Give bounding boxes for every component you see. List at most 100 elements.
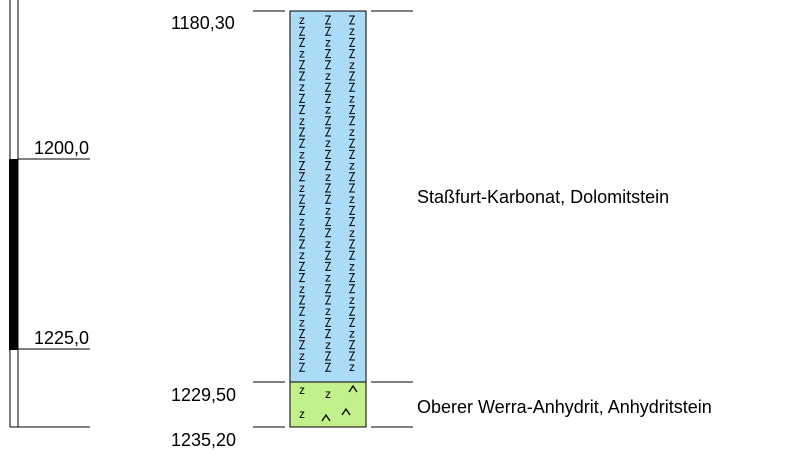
dolomite-slash-symbol: [299, 37, 305, 47]
dolomite-slash-symbol: [325, 82, 331, 92]
dolomite-slash-symbol: [349, 239, 355, 249]
dolomite-z-symbol: z: [349, 24, 355, 38]
dolomite-z-symbol: z: [349, 91, 355, 105]
dolomite-slash-symbol: [349, 250, 355, 260]
scale-label-1225: 1225,0: [34, 328, 89, 348]
dolomite-slash-symbol: [325, 362, 331, 372]
dolomite-slash-symbol: [349, 49, 355, 59]
dolomite-slash-symbol: [299, 105, 305, 115]
dolomite-z-symbol: z: [299, 147, 305, 161]
dolomite-slash-symbol: [349, 317, 355, 327]
dolomite-slash-symbol: [325, 194, 331, 204]
dolomite-slash-symbol: [349, 183, 355, 193]
dolomite-slash-symbol: [325, 295, 331, 305]
dolomite-slash-symbol: [299, 138, 305, 148]
dolomite-slash-symbol: [299, 239, 305, 249]
dolomite-z-symbol: z: [299, 181, 305, 195]
dolomite-slash-symbol: [325, 329, 331, 339]
dolomite-slash-symbol: [325, 351, 331, 361]
dolomite-z-symbol: z: [325, 35, 331, 49]
dolomite-slash-symbol: [325, 93, 331, 103]
dolomite-slash-symbol: [325, 250, 331, 260]
dolomite-slash-symbol: [349, 71, 355, 81]
dolomite-slash-symbol: [299, 161, 305, 171]
anhydrite-pattern: z zz: [299, 383, 358, 422]
dolomite-slash-symbol: [349, 351, 355, 361]
dolomite-slash-symbol: [349, 15, 355, 25]
dolomite-slash-symbol: [349, 172, 355, 182]
dolomite-slash-symbol: [325, 161, 331, 171]
layer-anhydrite-fill: [289, 381, 367, 428]
dolomite-slash-symbol: [325, 217, 331, 227]
dolomite-slash-symbol: [325, 116, 331, 126]
dolomite-slash-symbol: [325, 183, 331, 193]
depth-label-top: 1180,30: [171, 13, 235, 33]
dolomite-slash-symbol: [349, 149, 355, 159]
dolomite-slash-symbol: [299, 172, 305, 182]
dolomite-z-symbol: z: [349, 159, 355, 173]
dolomite-z-symbol: z: [299, 47, 305, 61]
anhydrite-z-symbol: z: [325, 387, 331, 401]
dolomite-z-symbol: z: [325, 103, 331, 117]
dolomite-slash-symbol: [349, 37, 355, 47]
dolomite-z-symbol: z: [325, 338, 331, 352]
dolomite-slash-symbol: [299, 205, 305, 215]
dolomite-slash-symbol: [299, 60, 305, 70]
dolomite-z-symbol: z: [349, 259, 355, 273]
dolomite-slash-symbol: [299, 93, 305, 103]
anhydrite-caret-symbol: [341, 407, 351, 416]
anhydrite-caret-symbol: [321, 413, 331, 422]
dolomite-slash-symbol: [325, 228, 331, 238]
dolomite-slash-symbol: [325, 261, 331, 271]
dolomite-z-symbol: z: [299, 315, 305, 329]
dolomite-z-symbol: z: [299, 349, 305, 363]
cored-interval-bar: [9, 159, 18, 350]
dolomite-slash-symbol: [299, 194, 305, 204]
dolomite-z-symbol: z: [349, 58, 355, 72]
dolomite-slash-symbol: [325, 60, 331, 70]
dolomite-slash-symbol: [325, 149, 331, 159]
dolomite-slash-symbol: [349, 306, 355, 316]
dolomite-slash-symbol: [299, 362, 305, 372]
dolomite-z-symbol: z: [325, 237, 331, 251]
dolomite-slash-symbol: [299, 306, 305, 316]
dolomite-z-symbol: z: [325, 271, 331, 285]
dolomite-slash-symbol: [325, 127, 331, 137]
dolomite-slash-symbol: [349, 116, 355, 126]
dolomite-slash-symbol: [299, 340, 305, 350]
dolomite-z-symbol: z: [349, 125, 355, 139]
dolomite-z-symbol: z: [325, 69, 331, 83]
dolomite-slash-symbol: [299, 273, 305, 283]
dolomite-z-symbol: z: [325, 203, 331, 217]
dolomite-slash-symbol: [299, 26, 305, 36]
depth-label-bottom: 1235,20: [171, 430, 236, 450]
scale-label-1200: 1200,0: [34, 138, 89, 158]
boundary-lines: [253, 10, 413, 428]
dolomite-slash-symbol: [349, 340, 355, 350]
dolomite-slash-symbol: [299, 71, 305, 81]
dolomite-slash-symbol: [299, 295, 305, 305]
dolomite-slash-symbol: [349, 205, 355, 215]
dolomite-z-symbol: z: [325, 170, 331, 184]
anhydrite-z-symbol: z: [299, 383, 305, 397]
dolomite-z-symbol: z: [299, 215, 305, 229]
dolomite-slash-symbol: [299, 228, 305, 238]
dolomite-z-symbol: z: [349, 360, 355, 374]
dolomite-slash-symbol: [349, 138, 355, 148]
dolomite-slash-symbol: [325, 49, 331, 59]
dolomite-slash-symbol: [325, 284, 331, 294]
depth-scale: 1200,0 1225,0: [9, 0, 90, 428]
dolomite-pattern: z z z z z z z z z z z z z z z z z z z z z z z z z z z z z z z z: [299, 13, 355, 374]
dolomite-slash-symbol: [299, 261, 305, 271]
dolomite-z-symbol: z: [325, 304, 331, 318]
dolomite-slash-symbol: [325, 26, 331, 36]
dolomite-slash-symbol: [349, 284, 355, 294]
layer-description-dolomite: Staßfurt-Karbonat, Dolomitstein: [417, 187, 669, 207]
dolomite-slash-symbol: [349, 82, 355, 92]
dolomite-z-symbol: z: [325, 136, 331, 150]
depth-label-anhydrite-top: 1229,50: [171, 385, 236, 405]
dolomite-slash-symbol: [349, 273, 355, 283]
dolomite-z-symbol: z: [299, 248, 305, 262]
